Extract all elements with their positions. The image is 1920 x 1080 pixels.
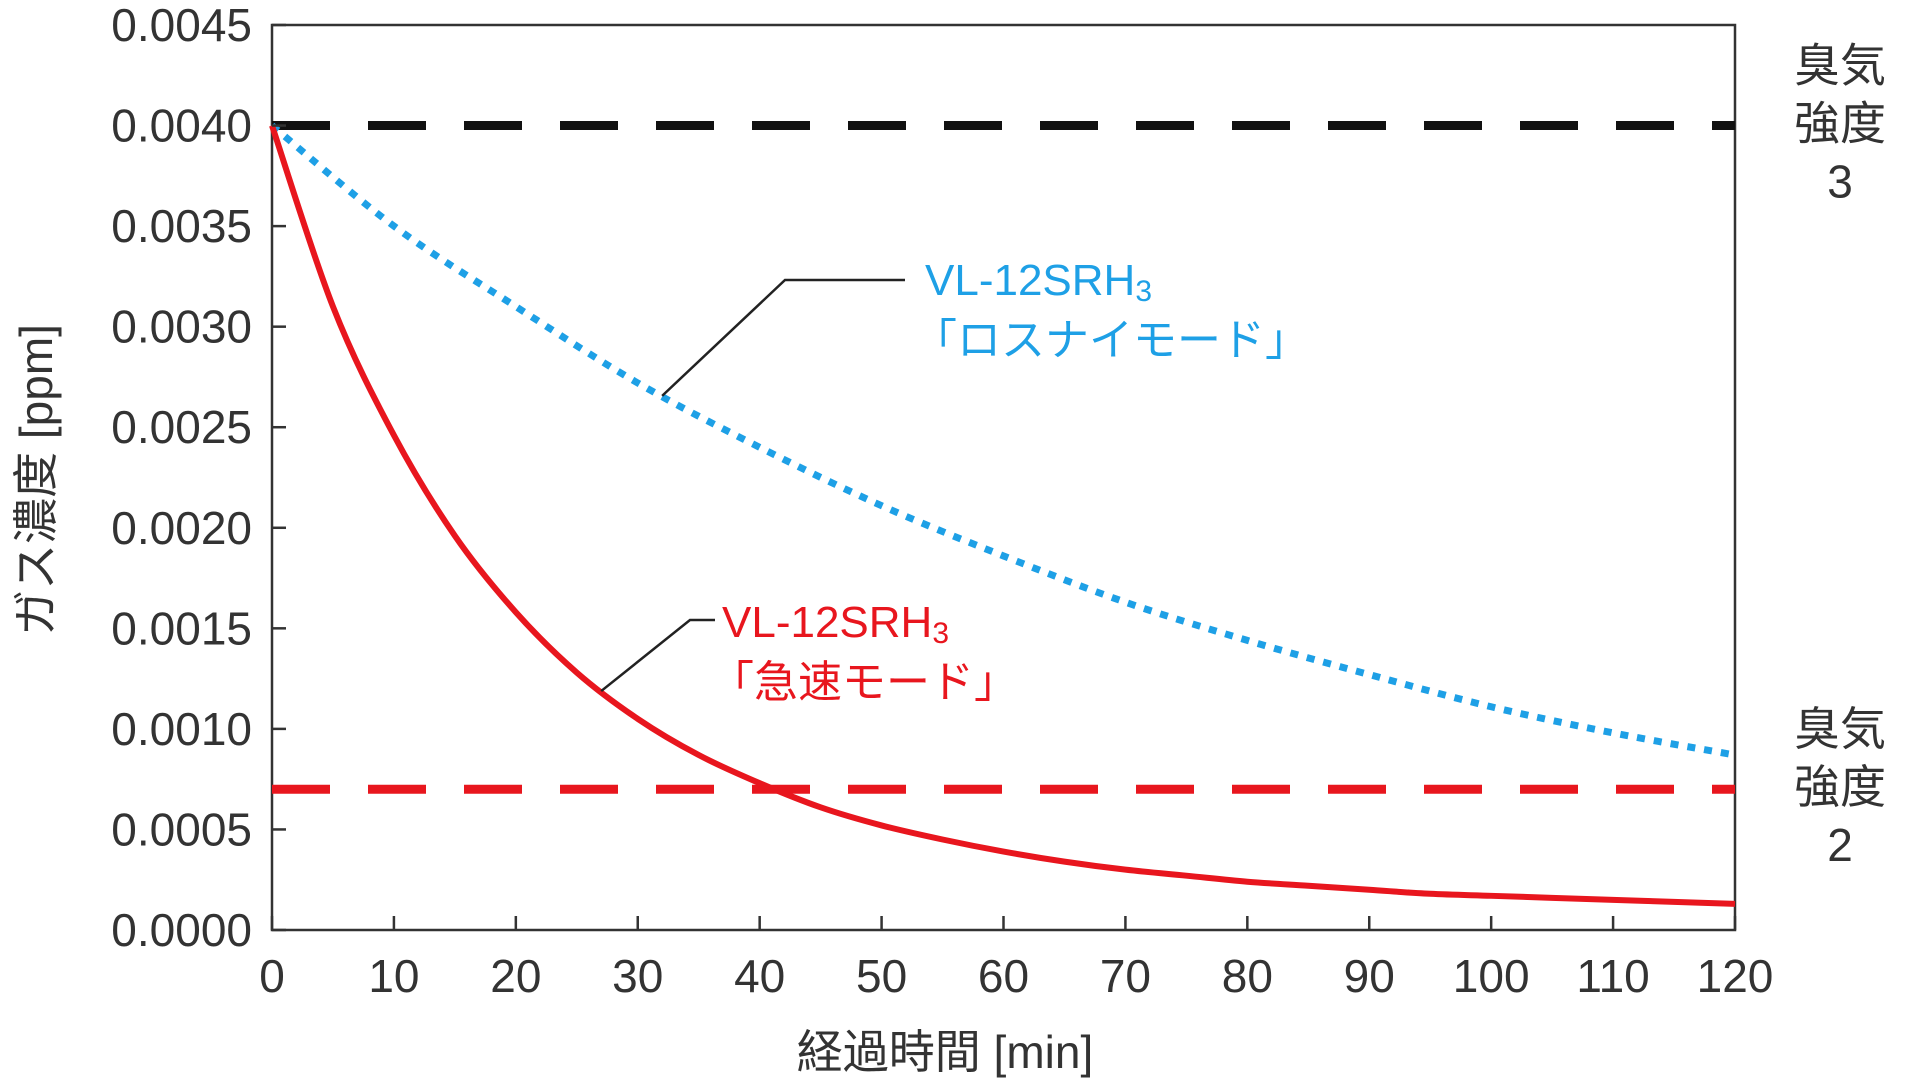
series-line-1 <box>269 122 1736 759</box>
reference-label-1: 臭気強度 3 <box>1794 40 1886 208</box>
y-tick-label: 0.0035 <box>111 200 252 252</box>
x-axis-title: 経過時間 [min] <box>797 1026 1093 1078</box>
x-tick-label: 120 <box>1697 950 1774 1002</box>
y-axis-title: ガス濃度 [ppm] <box>10 324 62 636</box>
x-tick-label: 50 <box>856 950 907 1002</box>
y-tick-label: 0.0010 <box>111 703 252 755</box>
plot-area-frame <box>270 23 1737 932</box>
x-tick-label: 90 <box>1344 950 1395 1002</box>
y-tick-label: 0.0045 <box>111 0 252 51</box>
y-tick-label: 0.0005 <box>111 803 252 855</box>
reference-label-line: 強度 <box>1794 98 1886 150</box>
reference-label-line: 臭気 <box>1794 40 1886 92</box>
x-tick-label: 20 <box>490 950 541 1002</box>
reference-label-2: 臭気強度 2 <box>1794 703 1886 871</box>
reference-label-line: 2 <box>1827 819 1853 871</box>
reference-label-line: 臭気 <box>1794 703 1886 755</box>
y-tick-label: 0.0015 <box>111 602 252 654</box>
y-tick-label: 0.0020 <box>111 502 252 554</box>
annotation-subscript: 3 <box>932 617 949 650</box>
x-tick-label: 40 <box>734 950 785 1002</box>
reference-label-line: 強度 <box>1794 761 1886 813</box>
x-tick-label: 70 <box>1100 950 1151 1002</box>
x-tick-label: 60 <box>978 950 1029 1002</box>
annotation-leader-2 <box>600 618 715 693</box>
x-tick-label: 110 <box>1576 950 1649 1002</box>
annotation-model: VL-12SRH <box>722 598 932 647</box>
series-line-2 <box>269 124 1736 907</box>
annotation-subscript: 3 <box>1135 275 1152 308</box>
annotation-model: VL-12SRH <box>925 256 1135 305</box>
annotation-mode: 「ロスナイモード」 <box>913 316 1309 365</box>
annotation-mode: 「急速モード」 <box>710 658 1018 707</box>
x-tick-label: 30 <box>612 950 663 1002</box>
y-tick-label: 0.0030 <box>111 301 252 353</box>
x-tick-label: 80 <box>1222 950 1273 1002</box>
annotation-leader-1 <box>661 278 905 397</box>
x-tick-label: 0 <box>259 950 285 1002</box>
annotation-label-2: VL-12SRH3 「急速モード」 <box>710 598 1018 707</box>
y-tick-label: 0.0000 <box>111 904 252 956</box>
annotation-label-1: VL-12SRH3 「ロスナイモード」 <box>913 256 1309 365</box>
y-tick-label: 0.0040 <box>111 100 252 152</box>
x-tick-label: 100 <box>1453 950 1530 1002</box>
y-tick-label: 0.0025 <box>111 401 252 453</box>
reference-label-line: 3 <box>1827 156 1853 208</box>
x-tick-label: 10 <box>368 950 419 1002</box>
